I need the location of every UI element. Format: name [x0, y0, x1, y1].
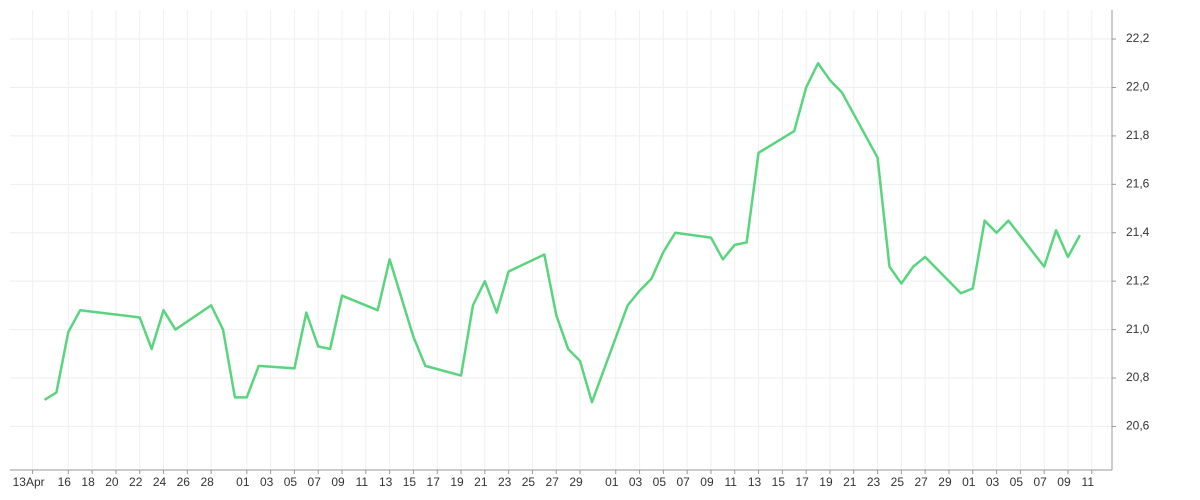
- x-tick-label: 05: [1010, 475, 1024, 489]
- y-tick-label: 21,8: [1126, 128, 1150, 142]
- x-tick-label: 21: [843, 475, 857, 489]
- y-tick-label: 21,4: [1126, 225, 1150, 239]
- y-tick-label: 20,6: [1126, 419, 1150, 433]
- x-tick-label: 16: [58, 475, 72, 489]
- x-tick-label: 25: [522, 475, 536, 489]
- x-tick-label: 29: [569, 475, 583, 489]
- x-tick-label: 20: [105, 475, 119, 489]
- x-tick-label: 09: [1057, 475, 1071, 489]
- x-tick-label: 01: [605, 475, 619, 489]
- x-tick-label: 23: [498, 475, 512, 489]
- x-tick-label: 13Apr: [13, 475, 45, 489]
- x-tick-label: 03: [629, 475, 643, 489]
- x-tick-label: 03: [260, 475, 274, 489]
- y-tick-label: 22,2: [1126, 31, 1150, 45]
- x-tick-label: 15: [403, 475, 417, 489]
- x-tick-label: 28: [200, 475, 214, 489]
- x-tick-label: 21: [474, 475, 488, 489]
- x-tick-label: 13: [379, 475, 393, 489]
- x-tick-label: 18: [81, 475, 95, 489]
- x-tick-label: 09: [331, 475, 345, 489]
- x-tick-label: 17: [795, 475, 809, 489]
- x-tick-label: 19: [819, 475, 833, 489]
- y-tick-label: 21,6: [1126, 176, 1150, 190]
- y-tick-label: 20,8: [1126, 370, 1150, 384]
- x-tick-label: 09: [700, 475, 714, 489]
- x-tick-label: 17: [427, 475, 441, 489]
- y-tick-label: 22,0: [1126, 80, 1150, 94]
- x-tick-label: 22: [129, 475, 143, 489]
- x-tick-label: 27: [546, 475, 560, 489]
- x-tick-label: 24: [153, 475, 167, 489]
- x-tick-label: 23: [867, 475, 881, 489]
- x-tick-label: 01: [236, 475, 250, 489]
- x-tick-label: 07: [676, 475, 690, 489]
- price-line: [43, 62, 1081, 404]
- x-tick-label: 25: [891, 475, 905, 489]
- x-tick-label: 11: [725, 475, 738, 489]
- x-tick-label: 11: [1082, 475, 1095, 489]
- y-tick-label: 21,2: [1126, 273, 1150, 287]
- x-tick-label: 13: [748, 475, 762, 489]
- x-tick-label: 26: [177, 475, 191, 489]
- x-tick-label: 07: [308, 475, 322, 489]
- x-tick-label: 27: [914, 475, 928, 489]
- x-tick-label: 05: [653, 475, 667, 489]
- x-tick-label: 01: [962, 475, 976, 489]
- x-tick-label: 15: [772, 475, 786, 489]
- x-tick-label: 29: [938, 475, 952, 489]
- x-tick-label: 05: [284, 475, 298, 489]
- x-tick-label: 07: [1033, 475, 1047, 489]
- x-tick-label: 03: [986, 475, 1000, 489]
- x-tick-label: 11: [356, 475, 369, 489]
- y-tick-label: 21,0: [1126, 322, 1150, 336]
- x-tick-label: 19: [450, 475, 464, 489]
